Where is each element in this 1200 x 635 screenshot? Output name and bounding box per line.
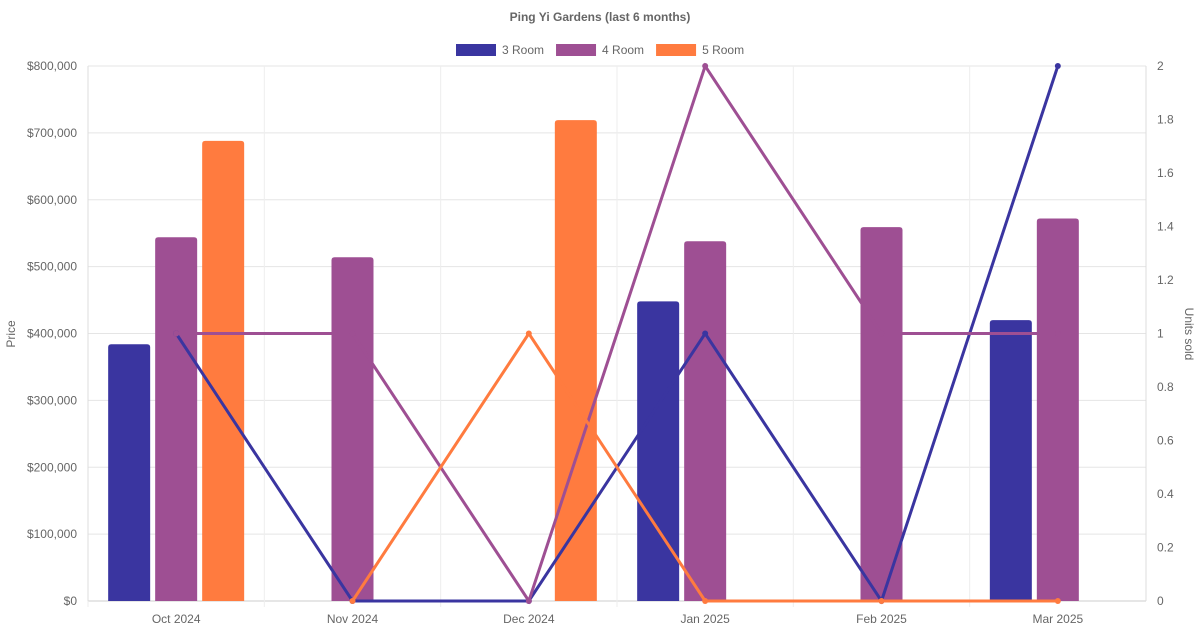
bar-5-room[interactable] <box>202 140 245 601</box>
line-point[interactable] <box>702 330 709 337</box>
legend-swatch <box>556 44 597 56</box>
line-point[interactable] <box>525 330 532 337</box>
line-point[interactable] <box>878 598 885 604</box>
legend-label: 3 Room <box>502 43 544 57</box>
x-tick-label: Feb 2025 <box>856 612 907 626</box>
bars <box>108 120 1079 601</box>
bar-3-room[interactable] <box>108 344 151 601</box>
legend-label: 4 Room <box>602 43 644 57</box>
y-tick-label: $700,000 <box>27 126 77 140</box>
line-point[interactable] <box>349 330 356 337</box>
y2-tick-label: 0.6 <box>1157 434 1174 448</box>
x-tick-label: Mar 2025 <box>1032 612 1083 626</box>
line-point[interactable] <box>525 598 532 604</box>
legend-swatch <box>656 44 697 56</box>
x-tick-label: Jan 2025 <box>680 612 730 626</box>
lines <box>173 62 1061 605</box>
y-tick-label: $100,000 <box>27 527 77 541</box>
line-point[interactable] <box>702 598 709 604</box>
line-point[interactable] <box>1054 63 1061 69</box>
legend: 3 Room 4 Room 5 Room <box>456 43 744 57</box>
y2-tick-label: 1.4 <box>1157 220 1174 234</box>
legend-item[interactable]: 3 Room <box>456 43 544 57</box>
axes: $0 $100,000 $200,000 $300,000 $400,000 $500,0… <box>27 59 1174 626</box>
y2-tick-label: 0 <box>1157 594 1164 608</box>
bar-4-room[interactable] <box>1036 218 1079 601</box>
bar-4-room[interactable] <box>684 241 727 601</box>
y-axis-label: Price <box>4 320 18 348</box>
y-tick-label: $600,000 <box>27 193 77 207</box>
bar-3-room[interactable] <box>637 301 680 601</box>
bar-5-room[interactable] <box>554 120 597 601</box>
line-point[interactable] <box>1054 330 1061 337</box>
y2-tick-label: 0.8 <box>1157 380 1174 394</box>
legend-label: 5 Room <box>702 43 744 57</box>
y2-tick-label: 1.8 <box>1157 113 1174 127</box>
legend-swatch <box>456 44 496 56</box>
bar-4-room[interactable] <box>155 237 198 601</box>
y2-tick-label: 0.4 <box>1157 487 1174 501</box>
legend-item[interactable]: 5 Room <box>656 43 744 57</box>
line-4-room <box>176 62 1058 605</box>
y2-tick-label: 1.2 <box>1157 273 1174 287</box>
y2-axis-label: Units sold <box>1182 308 1196 361</box>
x-tick-label: Dec 2024 <box>503 612 555 626</box>
x-tick-label: Nov 2024 <box>327 612 379 626</box>
line-point[interactable] <box>349 598 356 604</box>
y-tick-label: $0 <box>64 594 78 608</box>
bar-4-room[interactable] <box>860 227 903 601</box>
x-tick-label: Oct 2024 <box>152 612 201 626</box>
y-tick-label: $300,000 <box>27 393 77 407</box>
y-tick-label: $800,000 <box>27 59 77 73</box>
y2-tick-label: 1 <box>1157 327 1164 341</box>
line-point[interactable] <box>173 330 180 337</box>
y-tick-label: $500,000 <box>27 260 77 274</box>
y2-tick-label: 0.2 <box>1157 541 1174 555</box>
legend-item[interactable]: 4 Room <box>556 43 644 57</box>
chart-title: Ping Yi Gardens (last 6 months) <box>510 10 691 24</box>
line-point[interactable] <box>1054 598 1061 604</box>
line-point[interactable] <box>878 330 885 337</box>
y2-tick-label: 2 <box>1157 59 1164 73</box>
y-tick-label: $200,000 <box>27 460 77 474</box>
line-point[interactable] <box>702 63 709 69</box>
y2-tick-label: 1.6 <box>1157 166 1174 180</box>
y-tick-label: $400,000 <box>27 327 77 341</box>
bar-4-room[interactable] <box>331 257 374 601</box>
bar-3-room[interactable] <box>989 320 1032 601</box>
